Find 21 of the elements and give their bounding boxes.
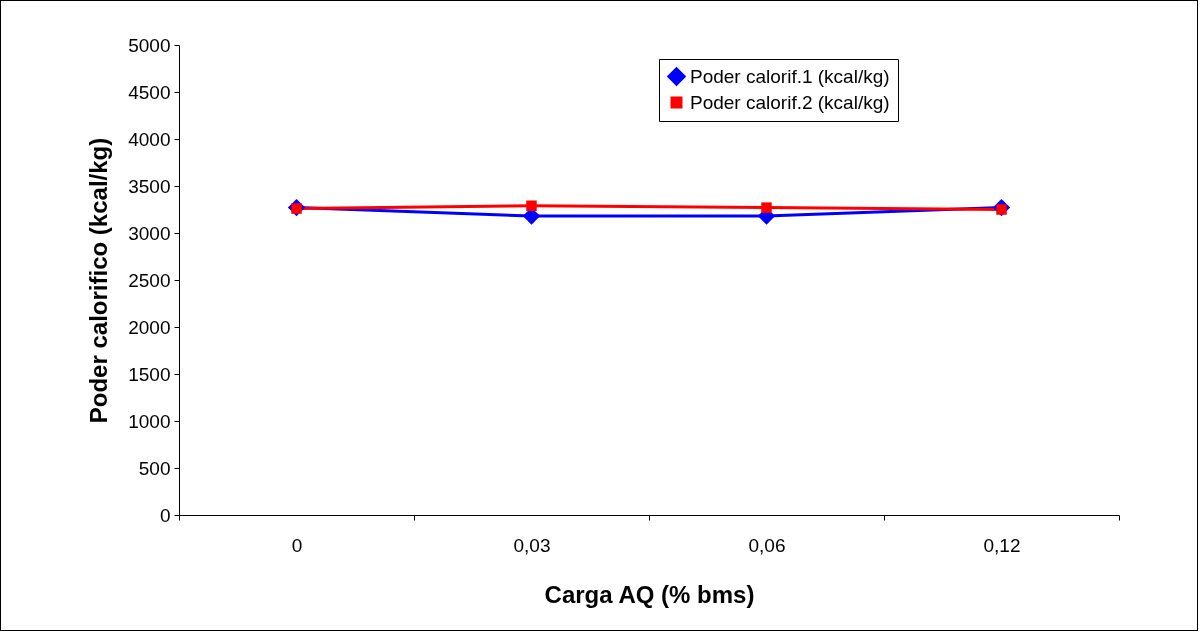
x-tick-label: 0,06 <box>748 534 786 556</box>
y-tick-label: 5000 <box>128 34 171 56</box>
x-tick-label: 0,03 <box>513 534 551 556</box>
y-tick-label: 1000 <box>128 410 171 432</box>
legend-label: Poder calorif.1 (kcal/kg) <box>690 65 890 87</box>
y-tick-label: 3000 <box>128 222 171 244</box>
x-tick-label: 0,12 <box>983 534 1021 556</box>
y-tick-label: 500 <box>138 457 171 479</box>
point <box>761 202 772 213</box>
y-tick-label: 0 <box>159 504 171 526</box>
y-tick-label: 4500 <box>128 81 171 103</box>
x-tick-label: 0 <box>291 534 303 556</box>
y-tick-label: 4000 <box>128 128 171 150</box>
y-tick-label: 3500 <box>128 175 171 197</box>
x-axis-title: Carga AQ (% bms) <box>544 580 755 608</box>
y-axis-title: Poder calorifico (kcal/kg) <box>85 137 113 424</box>
y-tick-label: 2500 <box>128 269 171 291</box>
legend-label: Poder calorif.2 (kcal/kg) <box>690 91 890 113</box>
y-tick-label: 1500 <box>128 363 171 385</box>
point <box>526 200 537 211</box>
y-tick-label: 2000 <box>128 316 171 338</box>
